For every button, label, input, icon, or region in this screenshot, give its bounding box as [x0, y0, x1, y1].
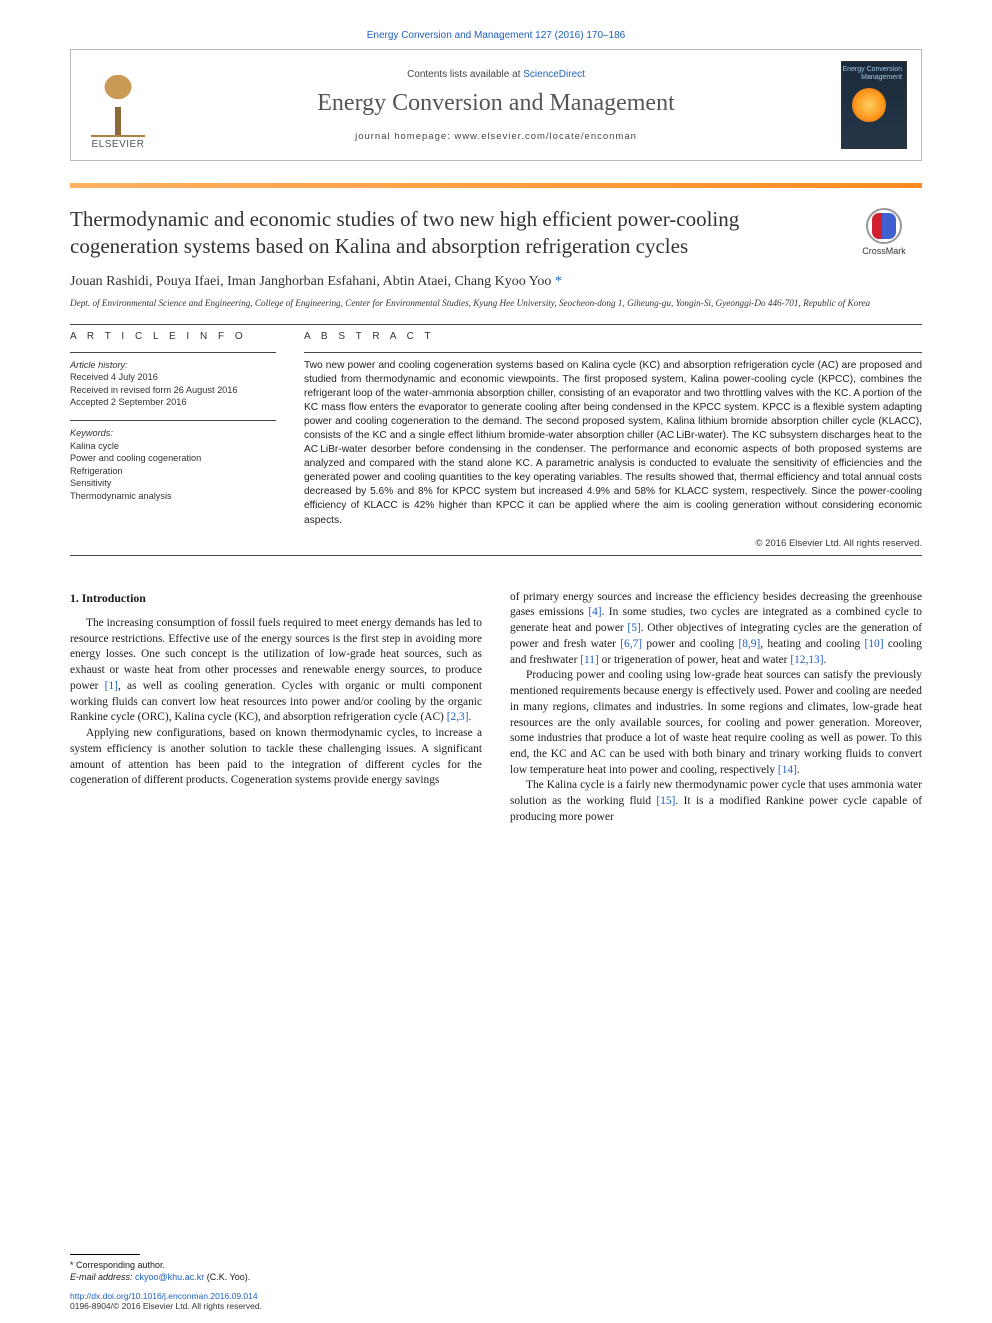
contents-prefix: Contents lists available at — [407, 69, 523, 80]
elsevier-tree-icon — [91, 75, 145, 137]
cover-title: Energy Conversion Management — [842, 66, 902, 81]
divider — [70, 352, 276, 353]
text-run: , heating and cooling — [760, 638, 864, 650]
keyword: Refrigeration — [70, 466, 123, 476]
corresponding-author-footer: * Corresponding author. E-mail address: … — [70, 1254, 470, 1283]
ref-link[interactable]: [12,13] — [790, 654, 823, 666]
intro-paragraph: Producing power and cooling using low-gr… — [510, 668, 922, 778]
ref-link[interactable]: [4] — [588, 606, 601, 618]
affiliation: Dept. of Environmental Science and Engin… — [70, 298, 922, 310]
divider — [70, 555, 922, 556]
text-run: . — [797, 764, 800, 776]
article-info-label: A R T I C L E I N F O — [70, 331, 276, 342]
email-link[interactable]: ckyoo@khu.ac.kr — [135, 1272, 204, 1282]
abstract-text: Two new power and cooling cogeneration s… — [304, 359, 922, 528]
body-columns: 1. Introduction The increasing consumpti… — [70, 590, 922, 826]
email-suffix: (C.K. Yoo). — [204, 1272, 250, 1282]
article-info-column: A R T I C L E I N F O Article history: R… — [70, 331, 276, 549]
footer-bottom: http://dx.doi.org/10.1016/j.enconman.201… — [70, 1291, 262, 1311]
text-run: . — [824, 654, 827, 666]
sciencedirect-link[interactable]: ScienceDirect — [523, 69, 585, 80]
corresponding-mark: * — [555, 274, 562, 289]
ref-link[interactable]: [2,3] — [447, 711, 469, 723]
keywords-block: Keywords: Kalina cycle Power and cooling… — [70, 427, 276, 502]
text-run: Producing power and cooling using low-gr… — [510, 669, 922, 775]
body-column-left: 1. Introduction The increasing consumpti… — [70, 590, 482, 826]
journal-name: Energy Conversion and Management — [165, 90, 827, 117]
ref-link[interactable]: [6,7] — [620, 638, 642, 650]
footnote-divider — [70, 1254, 140, 1255]
article-title: Thermodynamic and economic studies of tw… — [70, 206, 826, 260]
divider — [70, 420, 276, 421]
elsevier-logo: ELSEVIER — [85, 60, 151, 150]
accent-bar — [70, 183, 922, 188]
history-heading: Article history: — [70, 360, 128, 370]
authors-names: Jouan Rashidi, Pouya Ifaei, Iman Janghor… — [70, 274, 555, 289]
intro-paragraph: The Kalina cycle is a fairly new thermod… — [510, 778, 922, 825]
abstract-copyright: © 2016 Elsevier Ltd. All rights reserved… — [304, 538, 922, 549]
divider — [304, 352, 922, 353]
journal-homepage: journal homepage: www.elsevier.com/locat… — [165, 131, 827, 142]
ref-link[interactable]: [14] — [778, 764, 797, 776]
citation-line: Energy Conversion and Management 127 (20… — [70, 30, 922, 41]
abstract-column: A B S T R A C T Two new power and coolin… — [304, 331, 922, 549]
authors-line: Jouan Rashidi, Pouya Ifaei, Iman Janghor… — [70, 274, 922, 290]
ref-link[interactable]: [1] — [105, 680, 118, 692]
body-column-right: of primary energy sources and increase t… — [510, 590, 922, 826]
abstract-label: A B S T R A C T — [304, 331, 922, 342]
divider — [70, 324, 922, 325]
email-line: E-mail address: ckyoo@khu.ac.kr (C.K. Yo… — [70, 1271, 470, 1283]
intro-paragraph: The increasing consumption of fossil fue… — [70, 616, 482, 726]
keyword: Kalina cycle — [70, 441, 119, 451]
corresponding-label: * Corresponding author. — [70, 1259, 470, 1271]
doi-link[interactable]: http://dx.doi.org/10.1016/j.enconman.201… — [70, 1291, 258, 1301]
elsevier-label: ELSEVIER — [92, 139, 145, 150]
keyword: Power and cooling cogeneration — [70, 453, 201, 463]
email-label: E-mail address: — [70, 1272, 135, 1282]
text-run: , as well as cooling generation. Cycles … — [70, 680, 482, 723]
ref-link[interactable]: [11] — [580, 654, 599, 666]
intro-heading: 1. Introduction — [70, 590, 482, 606]
text-run: . — [469, 711, 472, 723]
journal-cover-thumbnail: Energy Conversion Management — [841, 61, 907, 149]
revised-date: Received in revised form 26 August 2016 — [70, 385, 238, 395]
text-run: or trigeneration of power, heat and wate… — [599, 654, 791, 666]
keyword: Sensitivity — [70, 478, 111, 488]
text-run: power and cooling — [642, 638, 738, 650]
accepted-date: Accepted 2 September 2016 — [70, 397, 186, 407]
ref-link[interactable]: [5] — [627, 622, 640, 634]
crossmark-label: CrossMark — [862, 246, 906, 256]
article-history: Article history: Received 4 July 2016 Re… — [70, 359, 276, 409]
intro-paragraph: of primary energy sources and increase t… — [510, 590, 922, 669]
issn-line: 0196-8904/© 2016 Elsevier Ltd. All right… — [70, 1301, 262, 1311]
keywords-heading: Keywords: — [70, 428, 113, 438]
ref-link[interactable]: [15] — [656, 795, 675, 807]
ref-link[interactable]: [8,9] — [738, 638, 760, 650]
received-date: Received 4 July 2016 — [70, 372, 158, 382]
crossmark-badge[interactable]: CrossMark — [846, 208, 922, 256]
journal-header: ELSEVIER Contents lists available at Sci… — [70, 49, 922, 161]
header-center: Contents lists available at ScienceDirec… — [165, 69, 827, 142]
cover-sun-icon — [852, 88, 886, 122]
ref-link[interactable]: [10] — [865, 638, 884, 650]
contents-line: Contents lists available at ScienceDirec… — [165, 69, 827, 80]
crossmark-icon — [866, 208, 902, 244]
keyword: Thermodynamic analysis — [70, 491, 172, 501]
intro-paragraph: Applying new configurations, based on kn… — [70, 726, 482, 789]
